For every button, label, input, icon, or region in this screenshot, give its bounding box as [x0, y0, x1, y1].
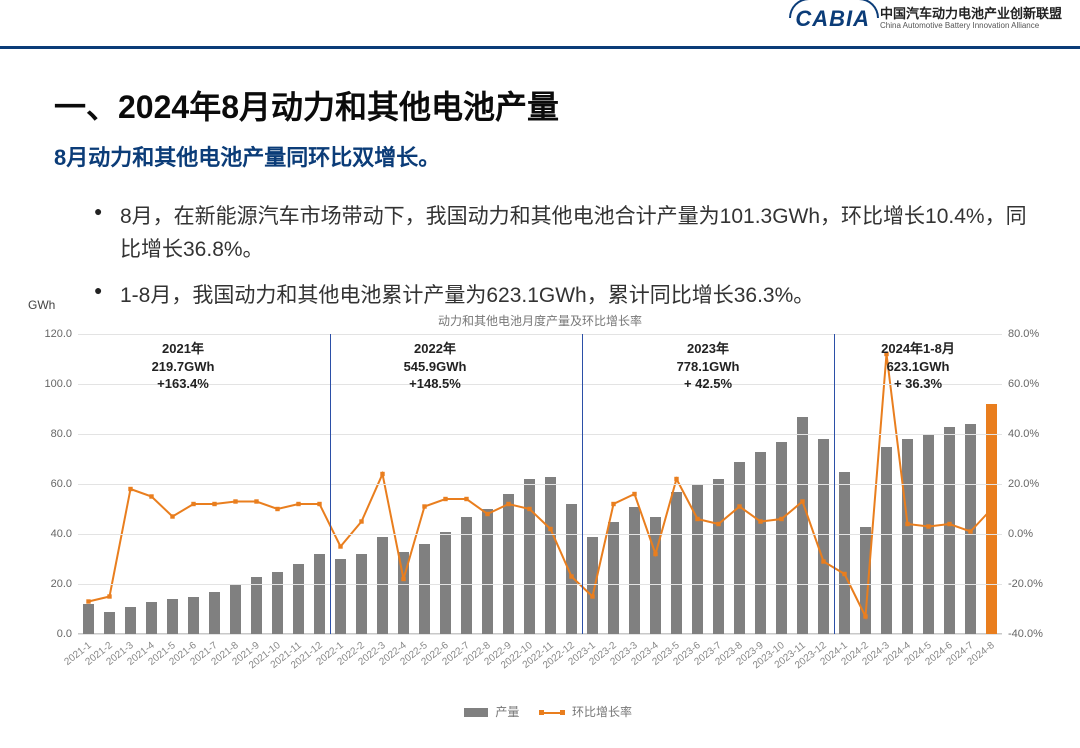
year-separator [834, 334, 835, 634]
brand: CABIA 中国汽车动力电池产业创新联盟 China Automotive Ba… [795, 6, 1062, 32]
y-tick: 100.0 [44, 378, 72, 390]
y2-tick: 40.0% [1008, 428, 1039, 440]
y-tick: 0.0 [57, 628, 72, 640]
legend-line-label: 环比增长率 [572, 705, 632, 719]
year-separator [330, 334, 331, 634]
legend-bar-swatch [464, 708, 488, 717]
chart-title: 动力和其他电池月度产量及环比增长率 [26, 298, 1054, 329]
header-rule [0, 46, 1080, 49]
y-tick: 120.0 [44, 328, 72, 340]
y-tick: 60.0 [51, 478, 72, 490]
y-tick: 20.0 [51, 578, 72, 590]
chart-annotation: 2023年778.1GWh+ 42.5% [677, 340, 740, 393]
y2-tick: 60.0% [1008, 378, 1039, 390]
legend-bar-label: 产量 [495, 705, 519, 719]
brand-name-en: China Automotive Battery Innovation Alli… [880, 22, 1062, 31]
chart: GWh 动力和其他电池月度产量及环比增长率 2021-12021-22021-3… [26, 298, 1054, 720]
y-tick: 80.0 [51, 428, 72, 440]
year-separator [582, 334, 583, 634]
y2-tick: -20.0% [1008, 578, 1043, 590]
header: CABIA 中国汽车动力电池产业创新联盟 China Automotive Ba… [0, 0, 1080, 56]
y-axis-unit: GWh [28, 298, 55, 312]
y-tick: 40.0 [51, 528, 72, 540]
bullet-item: 8月，在新能源汽车市场带动下，我国动力和其他电池合计产量为101.3GWh，环比… [94, 201, 1040, 266]
chart-plot-area: 2021-12021-22021-32021-42021-52021-62021… [78, 334, 1002, 634]
y2-tick: 20.0% [1008, 478, 1039, 490]
chart-annotation: 2022年545.9GWh+148.5% [404, 340, 467, 393]
y2-tick: 80.0% [1008, 328, 1039, 340]
chart-legend: 产量 环比增长率 [26, 703, 1054, 720]
chart-annotation: 2024年1-8月623.1GWh+ 36.3% [881, 340, 955, 393]
legend-line-swatch [539, 712, 565, 714]
page-title: 一、2024年8月动力和其他电池产量 [54, 82, 559, 128]
page-subtitle: 8月动力和其他电池产量同环比双增长。 [54, 140, 440, 172]
brand-logo: CABIA [795, 6, 870, 32]
chart-annotation: 2021年219.7GWh+163.4% [152, 340, 215, 393]
brand-name-cn: 中国汽车动力电池产业创新联盟 [880, 7, 1062, 21]
y2-tick: -40.0% [1008, 628, 1043, 640]
y2-tick: 0.0% [1008, 528, 1033, 540]
